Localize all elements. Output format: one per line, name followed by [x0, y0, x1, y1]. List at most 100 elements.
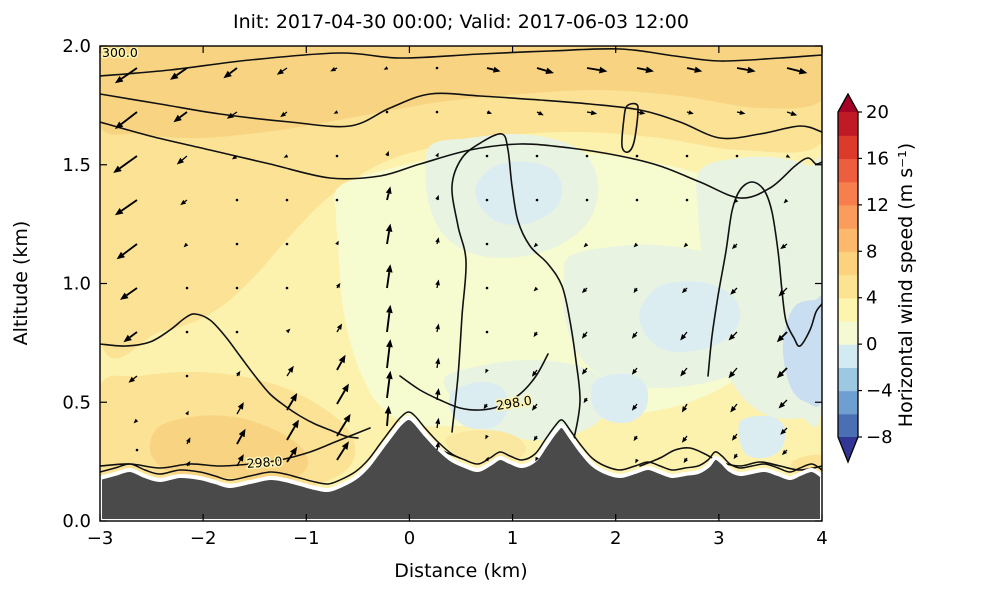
- wind-arrow-shaft: [120, 199, 138, 212]
- axis-ticks: −3 −2 −1 0 1 2 3 4 0.0 0.5 1.0 1.5 2.0: [62, 36, 827, 549]
- wind-arrow-head: [133, 418, 139, 424]
- wind-arrow-dot: [535, 154, 539, 158]
- wind-arrow-head: [231, 155, 238, 160]
- wind-arrow-head: [535, 456, 539, 462]
- wind-arrow-head: [731, 243, 738, 250]
- wind-arrow-shaft: [684, 403, 688, 408]
- wind-arrow-head: [483, 403, 488, 410]
- wind-arrow-head: [435, 357, 441, 365]
- wind-arrow-shaft: [122, 243, 138, 256]
- x-tick-label: 3: [713, 528, 724, 549]
- wind-arrow-head: [487, 110, 493, 115]
- contour-label: 298.0: [246, 454, 283, 471]
- wind-arrow-dot: [485, 154, 489, 158]
- wind-arrow-shaft: [634, 367, 638, 371]
- wind-arrow-dot: [585, 154, 589, 158]
- colorbar-tick-label: 16: [866, 148, 889, 169]
- wind-arrow-head: [435, 417, 441, 425]
- wind-arrow-head: [386, 339, 393, 348]
- wind-arrow-head: [435, 194, 440, 200]
- wind-arrow-head: [186, 437, 191, 443]
- wind-arrow-head: [778, 401, 786, 409]
- wind-arrow-shaft: [786, 67, 800, 73]
- wind-arrow-head: [680, 370, 687, 377]
- wind-arrow-head: [226, 112, 234, 119]
- wind-arrow-dot: [135, 448, 139, 452]
- wind-arrow-head: [338, 354, 346, 364]
- wind-arrow-shaft: [436, 284, 439, 289]
- wind-arrow-head: [336, 323, 343, 330]
- wind-arrow-shaft: [785, 449, 788, 452]
- wind-arrow-shaft: [120, 111, 138, 125]
- colorbar-tick-label: 8: [866, 241, 877, 262]
- wind-arrow-shaft: [634, 331, 638, 335]
- wind-arrow-shaft: [685, 457, 688, 460]
- wind-arrow-dot: [185, 286, 189, 290]
- wind-arrow-head: [485, 456, 489, 462]
- colorbar-segment: [838, 344, 858, 368]
- wind-arrow-shaft: [732, 331, 738, 337]
- wind-arrow-head: [739, 110, 746, 115]
- wind-arrow-shaft: [782, 399, 788, 405]
- wind-arrow-shaft: [184, 199, 188, 203]
- wind-arrow-shaft: [436, 423, 439, 429]
- wind-arrow-head: [728, 333, 736, 341]
- wind-arrow-shaft: [683, 367, 688, 373]
- wind-arrow-head: [114, 208, 124, 216]
- wind-arrow-head: [114, 76, 124, 84]
- contour-line: [100, 92, 822, 140]
- contour-line: [100, 121, 822, 199]
- colorbar: 20 16 12 8 4 0 −4 −8: [837, 92, 893, 464]
- wind-arrow-head: [631, 404, 638, 411]
- contour-label: 298.0: [495, 393, 533, 413]
- wind-arrow-head: [633, 435, 638, 442]
- x-tick-label: 1: [507, 528, 518, 549]
- x-tick-label: 2: [610, 528, 621, 549]
- wind-arrow-shaft: [386, 271, 391, 289]
- temperature-contour-lines: [100, 48, 822, 471]
- wind-arrow-shaft: [732, 367, 738, 374]
- colorbar-tick-label: 4: [866, 288, 877, 309]
- wind-arrow-head: [236, 370, 241, 377]
- wind-arrow-head: [114, 121, 124, 129]
- wind-arrow-shaft: [736, 111, 741, 114]
- wind-arrow-shaft: [120, 67, 138, 80]
- wind-arrow-shaft: [636, 111, 641, 114]
- y-tick-label: 2.0: [62, 36, 91, 57]
- wind-arrow-shaft: [486, 67, 494, 71]
- wind-arrow-head: [435, 441, 440, 448]
- wind-arrow-shaft: [236, 435, 243, 445]
- wind-arrow-dot: [285, 286, 289, 290]
- wind-arrow-shaft: [186, 464, 189, 467]
- wind-arrow-head: [581, 287, 588, 294]
- colorbar-segment: [838, 390, 858, 415]
- wind-arrow-head: [531, 404, 538, 411]
- wind-arrow-dot: [485, 242, 489, 246]
- colorbar-tick-label: −8: [866, 427, 893, 448]
- wind-arrow-dot: [235, 286, 239, 290]
- wind-arrow-dot: [435, 110, 439, 114]
- wind-arrow-head: [631, 332, 638, 339]
- field-region-4to6: [445, 430, 527, 465]
- wind-arrow-head: [343, 413, 351, 423]
- wind-arrow-shaft: [781, 367, 788, 374]
- wind-arrow-head: [385, 264, 393, 273]
- wind-arrow-head: [776, 370, 785, 379]
- wind-arrow-shaft: [286, 426, 296, 441]
- wind-arrow-head: [730, 406, 737, 413]
- wind-arrow-head: [533, 286, 539, 292]
- colorbar-segment: [838, 181, 858, 206]
- colorbar-segment: [838, 158, 858, 183]
- wind-arrow-head: [186, 460, 191, 467]
- wind-arrow-head: [533, 331, 538, 338]
- wind-arrow-shaft: [585, 287, 588, 290]
- wind-arrow-head: [599, 66, 608, 74]
- wind-arrow-shaft: [235, 155, 238, 158]
- wind-arrow-head: [790, 111, 798, 116]
- colorbar-segment: [838, 204, 858, 229]
- wind-arrow-shaft: [386, 346, 391, 369]
- wind-arrow-shaft: [734, 433, 738, 437]
- wind-arrow-head: [581, 332, 588, 339]
- wind-arrow-head: [341, 441, 349, 450]
- wind-arrow-shaft: [334, 67, 338, 70]
